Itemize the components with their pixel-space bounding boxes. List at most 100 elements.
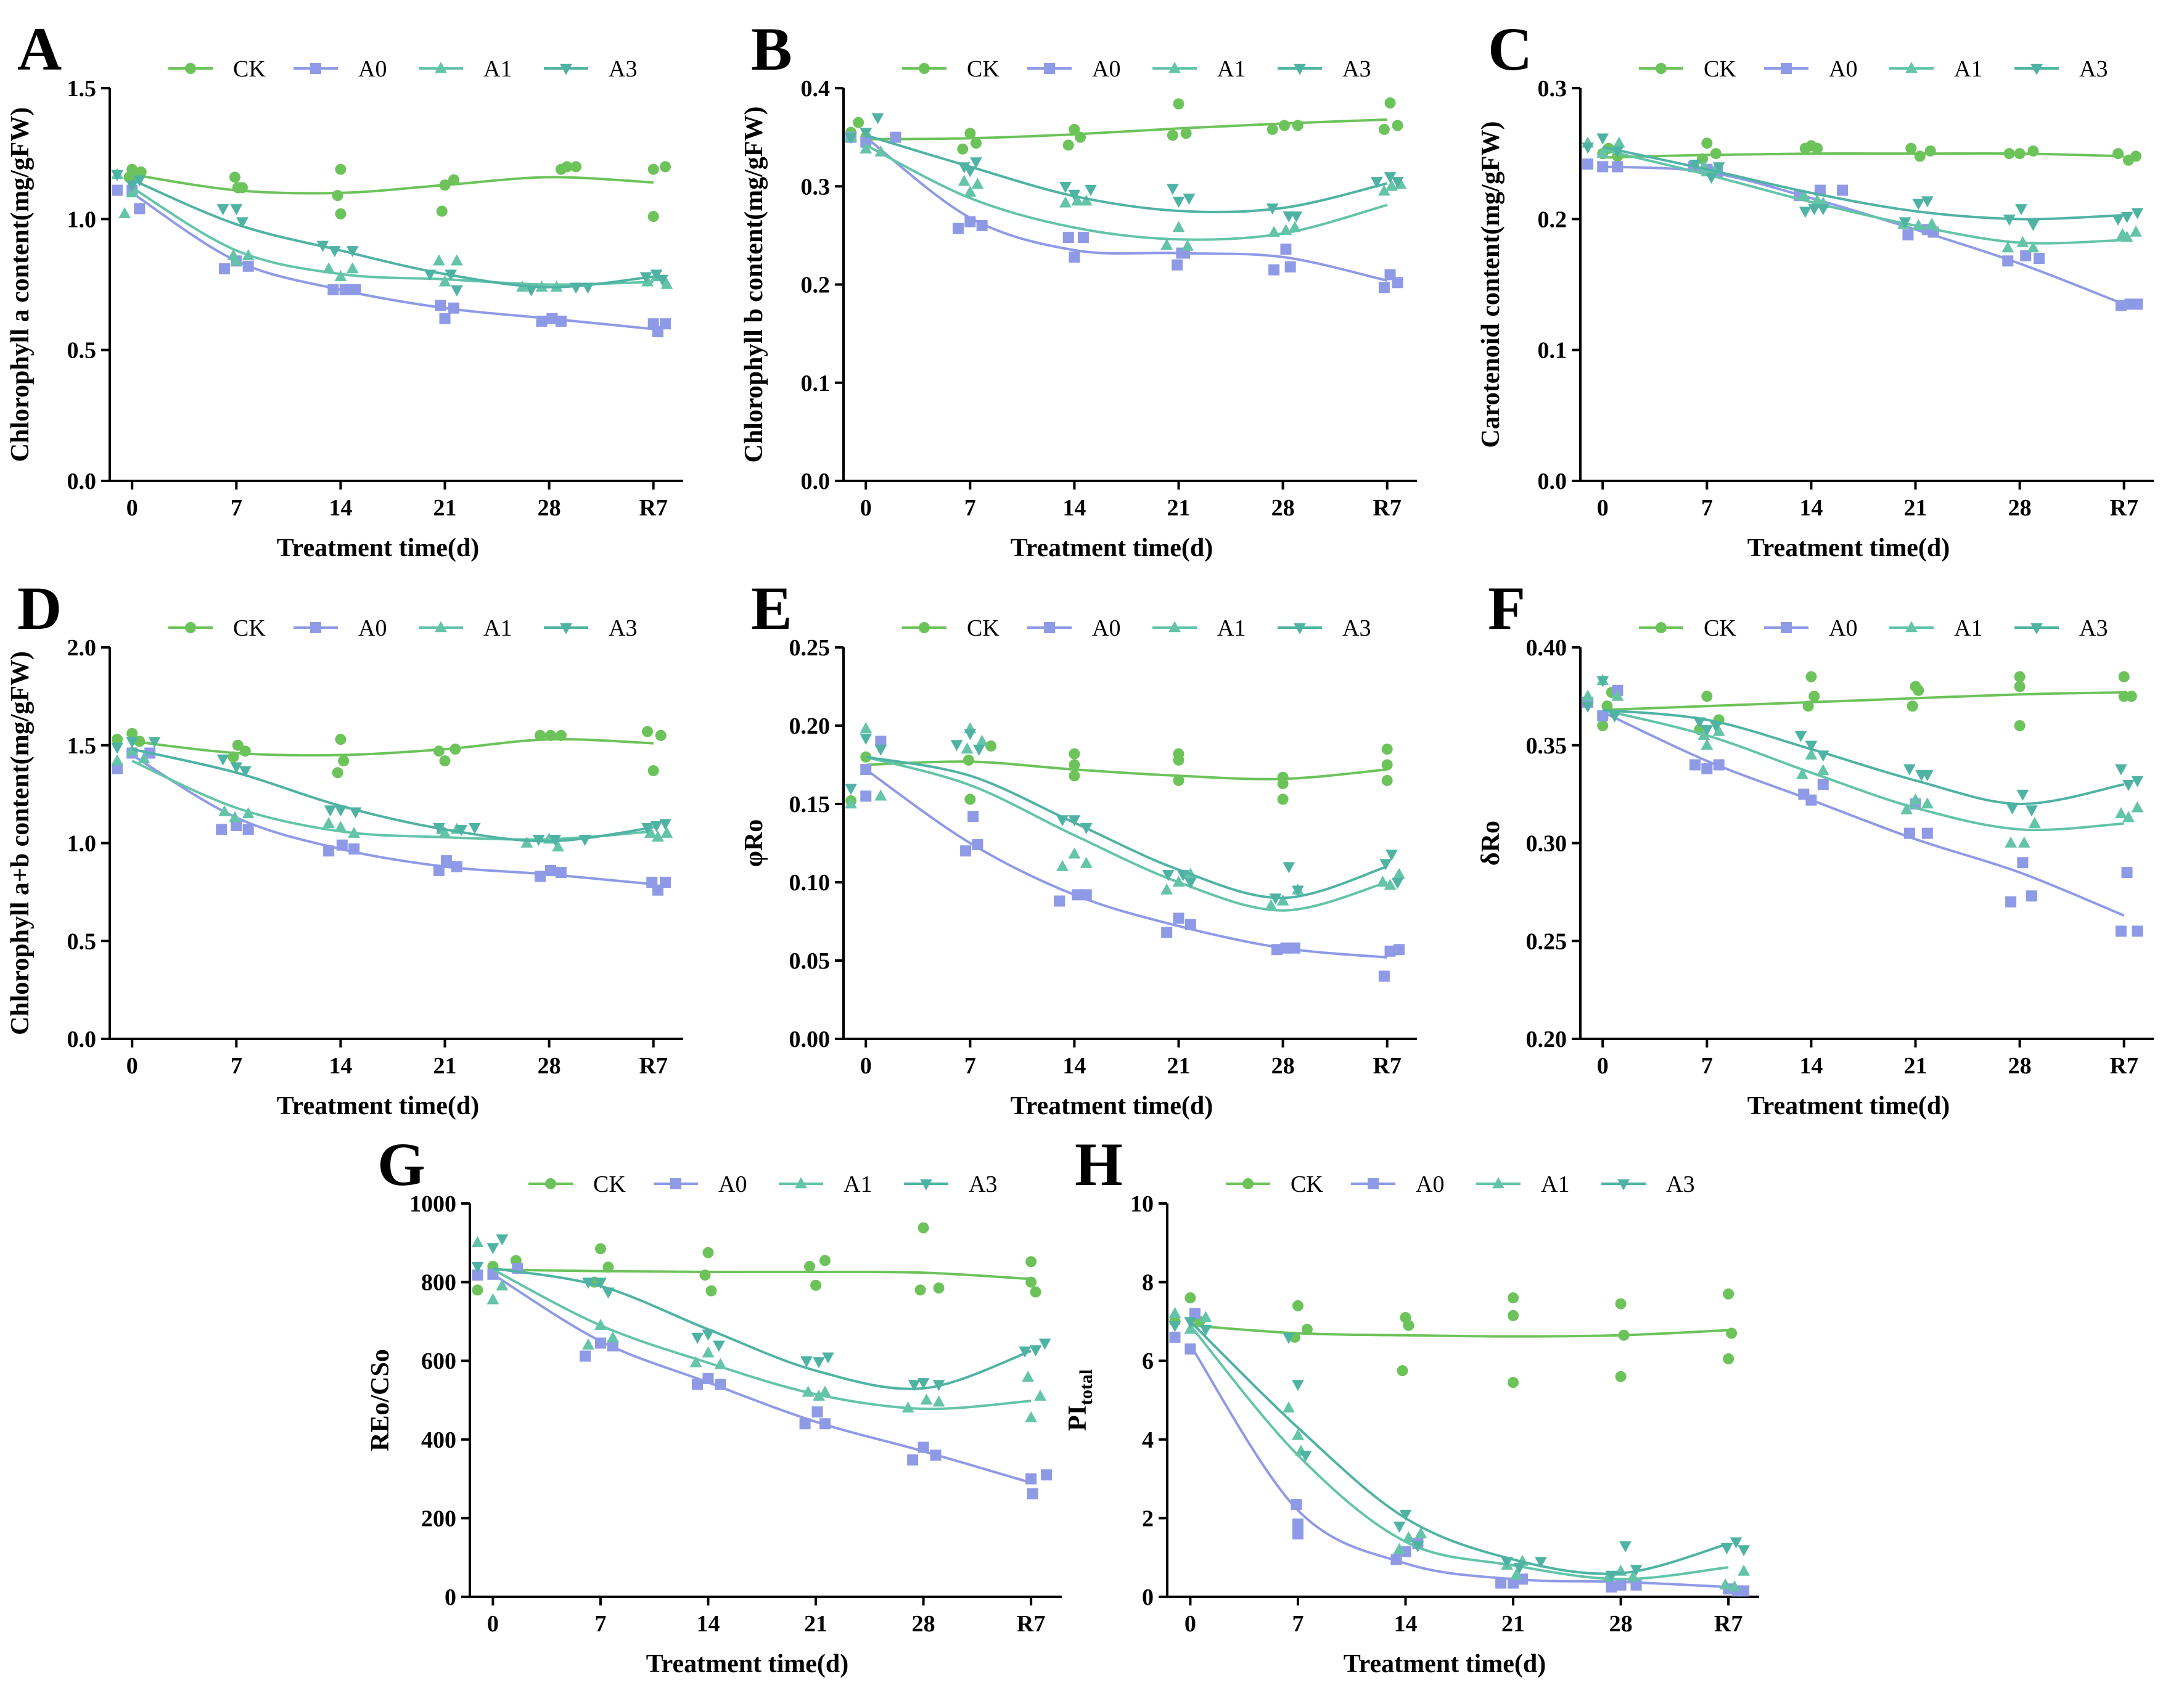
data-point-a1: [1181, 239, 1194, 251]
data-point-a3: [1794, 731, 1807, 742]
data-point-a3: [702, 1329, 715, 1341]
data-point-a1: [971, 178, 984, 189]
y-tick-label: 0.0: [1538, 469, 1567, 494]
data-point-a1: [322, 262, 335, 274]
data-point-a3: [813, 1357, 825, 1369]
fit-line-a0: [865, 136, 1388, 282]
data-point-a1: [486, 1293, 499, 1305]
x-axis-title: Treatment time(d): [1747, 1092, 1950, 1120]
legend-marker-ck: [185, 622, 196, 633]
series-a1: [1168, 1306, 1750, 1592]
data-point-a3: [1393, 1521, 1406, 1533]
y-tick-label: 0.20: [1526, 1027, 1567, 1052]
x-tick-label: 0: [126, 495, 138, 521]
data-point-a3: [1921, 770, 1934, 782]
x-tick-label: R7: [2109, 495, 2138, 521]
legend-label-ck: CK: [233, 615, 266, 641]
data-point-a1: [1160, 883, 1173, 895]
data-point-ck: [1701, 137, 1713, 149]
fit-line-a3: [131, 748, 654, 843]
data-point-a1: [1817, 764, 1829, 776]
legend-marker-a1: [1492, 1177, 1505, 1189]
data-point-a0: [799, 1418, 811, 1430]
data-point-a3: [1199, 1324, 1212, 1336]
data-point-ck: [804, 1261, 816, 1273]
legend-label-a1: A1: [1954, 56, 1982, 82]
fit-line-a1: [1189, 1324, 1729, 1581]
legend-label-a0: A0: [1092, 615, 1120, 641]
fit-line-ck: [1603, 152, 2124, 159]
legend-marker-a1: [795, 1177, 807, 1189]
data-point-ck: [1403, 1319, 1414, 1331]
fit-line-a3: [865, 134, 1388, 213]
data-point-a1: [1921, 797, 1934, 809]
y-tick-label: 2: [1142, 1506, 1154, 1531]
data-point-a3: [1059, 182, 1072, 194]
series-ck: [123, 161, 671, 223]
data-point-a3: [471, 1261, 484, 1273]
legend-marker-a0: [670, 1178, 681, 1189]
data-point-a3: [2112, 215, 2124, 226]
data-point-ck: [647, 765, 659, 777]
legend: CK A0 A1 A3: [168, 56, 637, 82]
data-point-ck: [963, 754, 974, 766]
data-point-a1: [1292, 1429, 1304, 1440]
data-point-ck: [1381, 774, 1393, 786]
data-point-a0: [231, 819, 242, 831]
series-ck: [1597, 137, 2142, 166]
data-point-a3: [860, 128, 872, 139]
x-tick-label: R7: [2109, 1053, 2138, 1079]
data-point-a0: [2026, 890, 2037, 902]
data-point-a0: [860, 790, 872, 802]
legend-label-ck: CK: [1704, 615, 1736, 641]
legend-marker-ck: [1656, 622, 1667, 633]
legend-marker-a3: [560, 64, 572, 75]
legend-marker-ck: [1656, 63, 1667, 74]
panel-letter: B: [751, 15, 792, 83]
fit-line-a1: [131, 186, 654, 286]
data-point-a1: [1701, 738, 1714, 750]
y-tick-label: 0.15: [789, 792, 831, 818]
fit-line-a1: [865, 144, 1388, 241]
data-point-a1: [1712, 724, 1725, 736]
data-point-ck: [1279, 120, 1291, 131]
data-point-a0: [1701, 763, 1713, 774]
data-point-a1: [958, 174, 971, 186]
data-point-ck: [647, 211, 659, 223]
panel-e: 0.00 0.05 0.10 0.15 0.20 0.25 0 7 14 21 28 R7 Treatm…: [740, 574, 1417, 1120]
data-point-a3: [656, 274, 669, 286]
series-a0: [1169, 1308, 1750, 1597]
data-point-a3: [496, 1234, 509, 1246]
data-point-a1: [1276, 894, 1289, 906]
panel-d: 0.0 0.5 1.0 1.5 2.0 0 7 14 21 28 R7 Treatment time(…: [6, 574, 683, 1120]
x-tick-label: 28: [538, 495, 561, 521]
data-point-a3: [1582, 702, 1594, 713]
data-point-a0: [435, 300, 446, 311]
data-point-a0: [1902, 229, 1914, 240]
y-axis-title: PItotal: [1064, 1369, 1096, 1431]
data-point-a3: [1712, 162, 1725, 174]
series-ck: [472, 1222, 1041, 1298]
data-point-a3: [236, 217, 248, 229]
data-point-a1: [126, 186, 139, 198]
x-tick-label: 0: [860, 1053, 872, 1079]
y-tick-label: 0.0: [67, 469, 97, 494]
data-point-a0: [1173, 912, 1184, 924]
data-point-a3: [486, 1243, 499, 1255]
data-point-ck: [1069, 759, 1080, 771]
y-tick-label: 10: [1130, 1191, 1154, 1217]
x-tick-label: 14: [696, 1611, 720, 1637]
data-point-ck: [1381, 759, 1393, 771]
panel-letter: C: [1488, 15, 1532, 83]
data-point-a3: [1899, 217, 1911, 229]
data-point-a3: [650, 821, 663, 832]
data-point-a1: [920, 1393, 933, 1405]
data-point-ck: [561, 161, 573, 173]
legend-marker-a0: [310, 63, 321, 74]
data-point-a3: [691, 1332, 704, 1344]
data-point-ck: [1726, 1327, 1738, 1339]
y-tick-label: 1000: [409, 1191, 456, 1217]
data-point-a1: [689, 1356, 702, 1367]
data-point-a0: [1189, 1308, 1201, 1319]
data-point-a1: [975, 734, 988, 746]
